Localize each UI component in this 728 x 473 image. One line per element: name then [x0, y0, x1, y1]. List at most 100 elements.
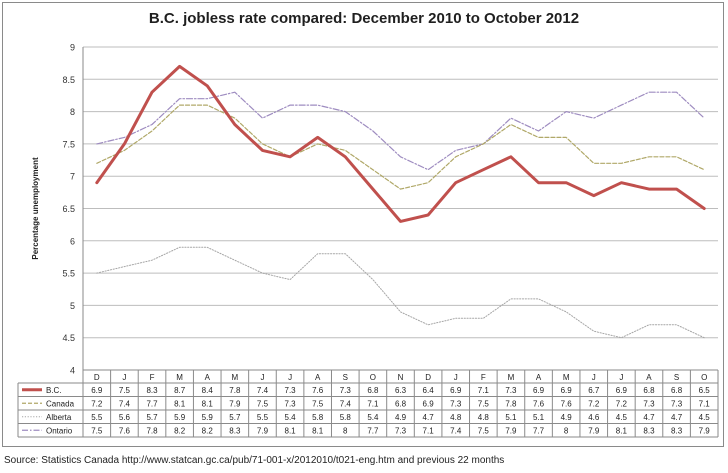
data-label: 7.5 [119, 386, 131, 395]
legend-entry: Alberta [46, 413, 72, 422]
data-label: 7.3 [340, 386, 352, 395]
data-label: 6.5 [699, 386, 711, 395]
data-label: 6.8 [367, 386, 379, 395]
series-line-canada [96, 104, 705, 190]
x-tick-label: S [343, 373, 348, 382]
data-label: 7.9 [588, 426, 600, 435]
data-label: 7.2 [588, 399, 600, 408]
data-label: 7.3 [643, 399, 655, 408]
legend-entry: B.C. [46, 386, 62, 395]
data-label: 5.4 [285, 413, 297, 422]
x-tick-label: A [315, 373, 321, 382]
data-label: 7.5 [312, 399, 324, 408]
data-label: 8.3 [643, 426, 655, 435]
chart-title: B.C. jobless rate compared: December 201… [148, 10, 580, 27]
data-label: 7.7 [533, 426, 545, 435]
data-label: 5.8 [312, 413, 324, 422]
y-tick-label: 8.5 [62, 75, 75, 85]
data-label: 8.1 [202, 399, 214, 408]
series-line-bc [95, 64, 706, 223]
data-label: 7.2 [616, 399, 628, 408]
data-label: 5.6 [119, 413, 131, 422]
x-tick-label: J [619, 373, 623, 382]
y-tick-label: 5 [70, 301, 75, 311]
x-tick-label: F [150, 373, 155, 382]
data-label: 8 [343, 426, 348, 435]
y-tick-label: 6.5 [62, 204, 75, 214]
data-label: 6.9 [533, 386, 545, 395]
y-tick-label: 5.5 [62, 269, 75, 279]
x-tick-label: D [425, 373, 431, 382]
data-label: 8.4 [202, 386, 214, 395]
data-label: 7.3 [450, 399, 462, 408]
x-tick-label: A [646, 373, 652, 382]
data-label: 5.5 [257, 413, 269, 422]
x-tick-label: M [176, 373, 183, 382]
x-tick-label: A [536, 373, 542, 382]
data-label: 7.5 [478, 426, 490, 435]
data-label: 4.9 [395, 413, 407, 422]
data-label: 8.2 [202, 426, 214, 435]
x-tick-label: O [370, 373, 376, 382]
data-label: 6.4 [423, 386, 435, 395]
x-tick-label: F [481, 373, 486, 382]
data-label: 4.5 [616, 413, 628, 422]
data-label: 6.8 [671, 386, 683, 395]
data-label: 7.9 [699, 426, 711, 435]
data-label: 8.7 [174, 386, 186, 395]
data-label: 7.3 [285, 399, 297, 408]
data-label: 6.9 [561, 386, 573, 395]
data-label: 8.3 [229, 426, 241, 435]
data-label: 8.1 [616, 426, 628, 435]
x-tick-label: N [398, 373, 404, 382]
data-label: 8.1 [312, 426, 324, 435]
data-label: 7.2 [91, 399, 103, 408]
data-label: 4.9 [561, 413, 573, 422]
data-label: 6.8 [643, 386, 655, 395]
y-tick-label: 7 [70, 172, 75, 182]
x-tick-label: S [674, 373, 679, 382]
x-tick-label: M [508, 373, 515, 382]
x-tick-label: J [260, 373, 264, 382]
data-label: 7.1 [699, 399, 711, 408]
data-label: 7.5 [91, 426, 103, 435]
x-tick-label: A [205, 373, 211, 382]
legend-entry: Canada [46, 399, 75, 408]
data-label: 7.9 [505, 426, 517, 435]
data-label: 5.5 [91, 413, 103, 422]
x-tick-label: O [701, 373, 707, 382]
y-tick-label: 4.5 [62, 333, 75, 343]
data-label: 5.1 [505, 413, 517, 422]
data-label: 8.1 [285, 426, 297, 435]
data-label: 8 [564, 426, 569, 435]
data-label: 5.4 [367, 413, 379, 422]
data-label: 4.8 [478, 413, 490, 422]
y-tick-label: 7.5 [62, 139, 75, 149]
x-tick-label: M [232, 373, 239, 382]
data-label: 7.6 [119, 426, 131, 435]
y-tick-label: 6 [70, 236, 75, 246]
data-label: 7.7 [367, 426, 379, 435]
data-label: 7.3 [505, 386, 517, 395]
legend-entry: Ontario [46, 426, 73, 435]
data-label: 7.4 [450, 426, 462, 435]
y-tick-label: 4 [70, 366, 75, 376]
data-label: 6.9 [616, 386, 628, 395]
data-label: 7.7 [146, 399, 158, 408]
data-label: 5.7 [229, 413, 241, 422]
x-tick-label: J [454, 373, 458, 382]
data-label: 7.6 [312, 386, 324, 395]
data-label: 7.3 [671, 399, 683, 408]
data-label: 8.2 [174, 426, 186, 435]
data-label: 7.1 [367, 399, 379, 408]
data-label: 7.4 [340, 399, 352, 408]
data-label: 4.5 [699, 413, 711, 422]
x-tick-label: J [592, 373, 596, 382]
data-label: 4.7 [643, 413, 655, 422]
y-tick-label: 8 [70, 107, 75, 117]
data-label: 4.7 [671, 413, 683, 422]
data-label: 7.6 [561, 399, 573, 408]
x-tick-label: D [94, 373, 100, 382]
data-label: 7.5 [257, 399, 269, 408]
y-axis-label: Percentage unemployment [31, 157, 40, 260]
